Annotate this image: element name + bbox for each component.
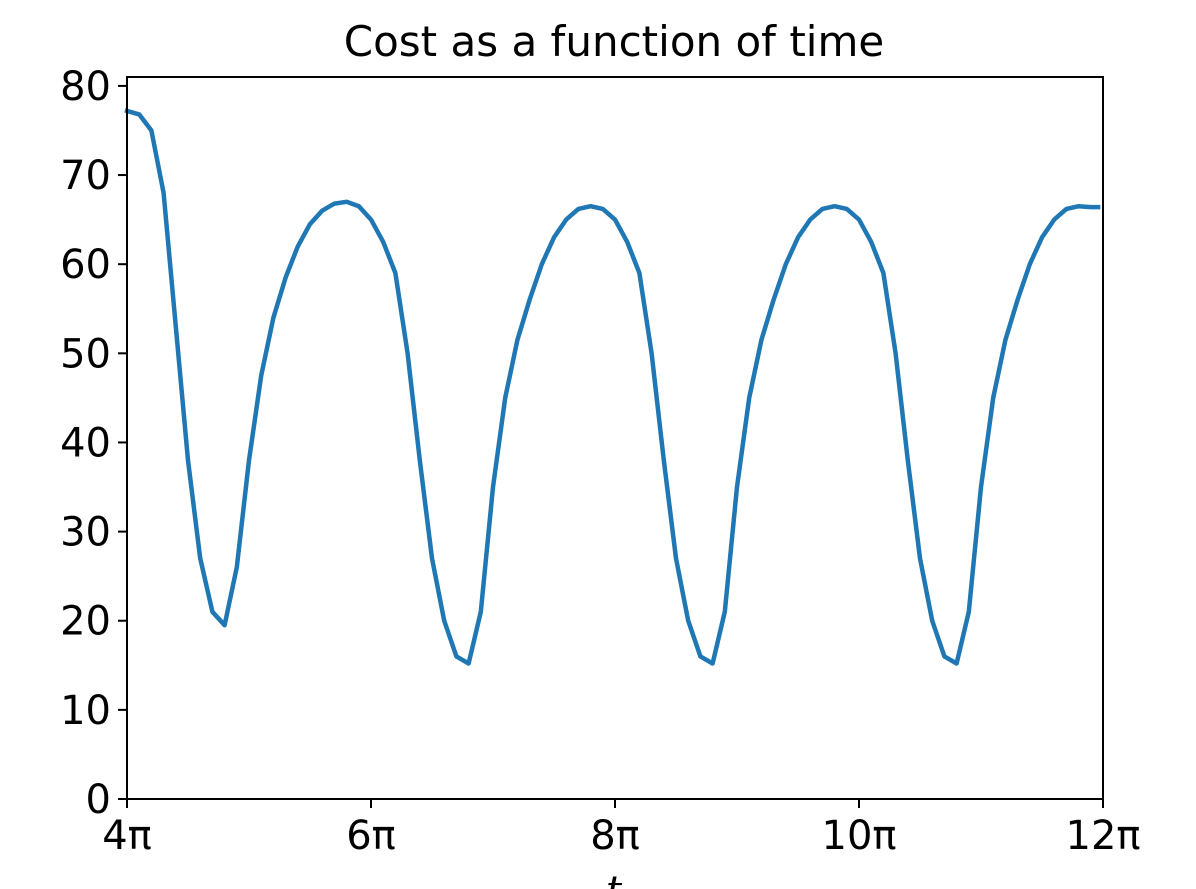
y-tick-label: 10 [60,688,111,734]
x-axis-label: t [606,868,623,889]
y-tick-label: 80 [60,64,111,110]
plot-area [124,108,1101,666]
y-tick-label: 30 [60,510,111,556]
x-tick-label: 8π [590,813,640,859]
series-line-0 [124,108,1101,666]
axes-frame [126,76,1104,800]
y-tick-label: 20 [60,599,111,645]
y-tick-label: 40 [60,420,111,466]
y-axis: 0 10 20 30 40 50 60 70 80 [60,64,127,823]
x-tick-label: 6π [346,813,396,859]
y-tick-label: 0 [86,777,111,823]
y-tick-label: 50 [60,331,111,377]
x-tick-label: 4π [102,813,152,859]
x-tick-label: 10π [822,813,897,859]
y-tick-label: 70 [60,153,111,199]
y-tick-label: 60 [60,242,111,288]
x-tick-label: 12π [1066,813,1141,859]
x-axis: 4π 6π 8π 10π 12π [102,799,1140,859]
chart-title: Cost as a function of time [344,17,884,66]
